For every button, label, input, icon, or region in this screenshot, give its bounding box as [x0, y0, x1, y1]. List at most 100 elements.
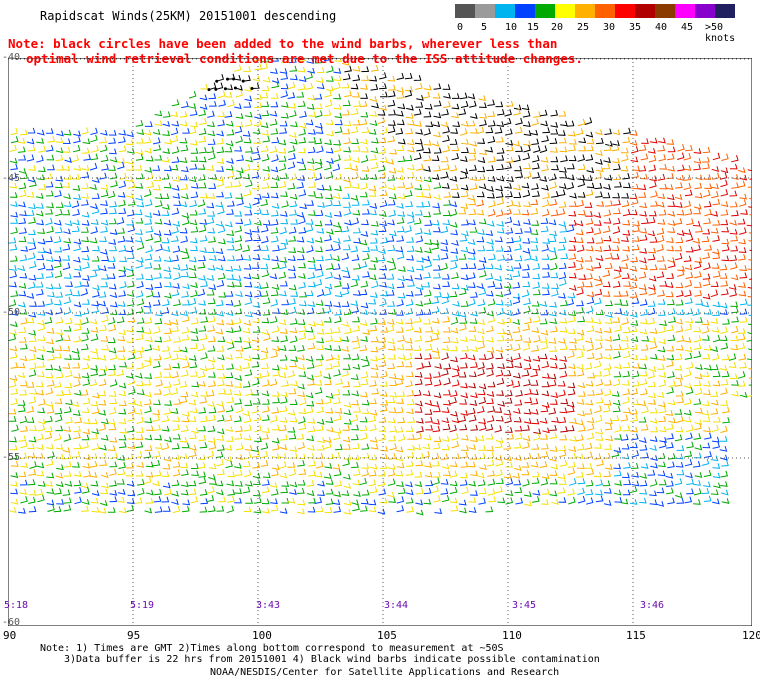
wind-barb: [415, 400, 423, 407]
wind-barb: [477, 362, 485, 370]
wind-barb: [620, 300, 629, 306]
wind-barb: [206, 275, 215, 281]
wind-barb: [245, 311, 253, 318]
wind-barb: [468, 507, 477, 514]
wind-barb: [631, 236, 640, 242]
wind-barb: [199, 333, 208, 341]
wind-barb: [47, 164, 55, 171]
wind-barb: [90, 203, 98, 210]
wind-barb: [512, 296, 521, 305]
wind-barb: [162, 120, 171, 127]
wind-barb: [468, 444, 477, 450]
wind-barb: [603, 363, 612, 370]
wind-barb: [487, 111, 496, 117]
wind-barb: [395, 470, 404, 477]
wind-barb: [468, 414, 477, 422]
wind-barb: [405, 469, 414, 476]
wind-barb: [45, 236, 53, 243]
wind-barb: [182, 499, 191, 506]
wind-barb: [379, 298, 387, 307]
wind-barb: [657, 290, 665, 297]
wind-barb: [604, 388, 612, 397]
wind-barb: [585, 489, 594, 496]
wind-barb: [559, 362, 567, 370]
wind-barb: [450, 317, 459, 325]
wind-barb: [262, 76, 271, 83]
wind-barb: [342, 128, 351, 135]
wind-barb: [693, 433, 702, 440]
wind-barb: [487, 99, 495, 106]
wind-barb: [198, 274, 206, 281]
wind-barb: [576, 199, 585, 208]
wind-barb: [657, 193, 666, 200]
wind-barb: [144, 391, 152, 398]
wind-barb: [540, 451, 549, 458]
wind-barb: [362, 208, 370, 215]
wind-barb: [551, 499, 559, 505]
wind-barb: [368, 185, 377, 192]
wind-barb: [136, 257, 144, 263]
wind-barb: [161, 415, 170, 423]
wind-barb: [451, 145, 460, 151]
wind-barb: [91, 300, 100, 307]
wind-barb: [197, 454, 206, 461]
wind-barb: [549, 455, 557, 462]
wind-barb: [631, 480, 640, 487]
wind-barb: [720, 179, 728, 188]
wind-barb: [63, 201, 72, 208]
wind-barb: [242, 244, 251, 252]
wind-barb: [91, 306, 100, 314]
wind-barb: [656, 271, 665, 279]
wind-barb: [26, 405, 35, 414]
wind-barb: [686, 218, 694, 226]
wind-barb: [252, 398, 261, 405]
wind-barb: [460, 362, 468, 369]
wind-barb: [270, 219, 279, 226]
wind-barb: [261, 58, 270, 63]
wind-barb: [675, 426, 684, 433]
wind-barb: [36, 203, 44, 209]
wind-barb: [234, 308, 243, 315]
wind-barb: [334, 480, 343, 487]
wind-barb: [747, 332, 752, 335]
wind-barb: [216, 364, 225, 371]
wind-barb: [530, 255, 539, 262]
wind-barb: [127, 316, 136, 323]
wind-barb: [533, 335, 541, 343]
wind-barb: [314, 93, 323, 100]
wind-barb: [180, 346, 188, 353]
wind-barb: [560, 398, 569, 405]
wind-barb: [639, 328, 648, 335]
wind-barb: [658, 326, 667, 334]
wind-barb: [234, 225, 243, 233]
wind-barb: [575, 256, 584, 263]
wind-barb: [215, 328, 224, 335]
wind-barb: [208, 236, 216, 243]
wind-barb: [126, 308, 135, 316]
wind-barb: [496, 478, 504, 484]
wind-barb: [352, 316, 360, 323]
wind-barb: [665, 282, 674, 289]
wind-barb: [639, 257, 647, 264]
wind-barb: [639, 488, 648, 495]
wind-barb: [719, 436, 728, 442]
wind-barb: [540, 156, 549, 163]
wind-barb: [748, 368, 752, 370]
wind-barb: [191, 317, 199, 325]
wind-barb: [314, 497, 323, 504]
wind-barb: [486, 415, 495, 423]
wind-barb: [415, 247, 423, 253]
wind-barb: [719, 172, 728, 180]
wind-barb: [281, 101, 289, 108]
wind-barb: [639, 247, 648, 254]
wind-barb: [539, 145, 548, 153]
wind-barb: [720, 342, 729, 350]
wind-barb: [289, 65, 298, 72]
wind-barb: [182, 505, 190, 513]
wind-barb: [217, 469, 225, 476]
wind-barb: [362, 329, 371, 335]
wind-barb: [234, 126, 243, 134]
wind-barb: [144, 218, 153, 225]
wind-barb: [281, 380, 289, 387]
wind-barb: [577, 154, 586, 162]
